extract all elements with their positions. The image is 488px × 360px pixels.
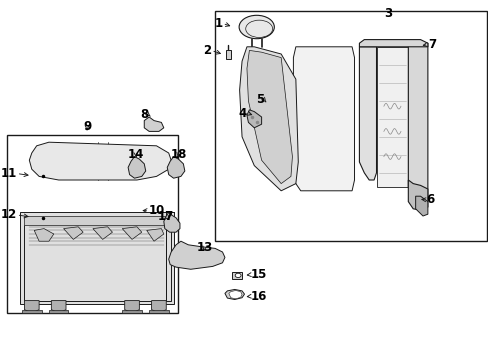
Text: 5: 5 [255, 93, 264, 106]
Polygon shape [144, 117, 163, 131]
Text: 14: 14 [127, 148, 144, 161]
Text: 16: 16 [250, 290, 266, 303]
Polygon shape [122, 227, 142, 239]
Polygon shape [163, 212, 180, 232]
Polygon shape [63, 227, 83, 239]
Polygon shape [407, 180, 427, 211]
Polygon shape [24, 301, 39, 313]
Polygon shape [224, 289, 244, 300]
Bar [7, 135, 178, 313]
Text: 6: 6 [426, 193, 434, 206]
Polygon shape [359, 40, 427, 47]
Polygon shape [93, 227, 112, 239]
Text: 15: 15 [250, 268, 266, 281]
Polygon shape [49, 310, 68, 313]
Polygon shape [122, 310, 142, 313]
Text: 8: 8 [140, 108, 148, 121]
Polygon shape [22, 310, 41, 313]
Polygon shape [29, 142, 171, 180]
Polygon shape [359, 47, 376, 180]
Text: 17: 17 [158, 210, 174, 222]
Polygon shape [246, 110, 261, 128]
Polygon shape [124, 301, 139, 313]
Polygon shape [149, 310, 168, 313]
Text: 10: 10 [149, 204, 165, 217]
Polygon shape [225, 50, 230, 59]
Polygon shape [24, 216, 166, 225]
Polygon shape [415, 196, 427, 216]
Polygon shape [376, 47, 407, 187]
Polygon shape [51, 301, 66, 313]
Polygon shape [407, 43, 427, 202]
Circle shape [235, 273, 241, 278]
Text: 2: 2 [203, 44, 211, 57]
Polygon shape [34, 229, 54, 241]
Polygon shape [151, 301, 166, 313]
Polygon shape [228, 291, 242, 299]
Polygon shape [246, 50, 292, 184]
Polygon shape [168, 241, 224, 269]
Polygon shape [20, 212, 173, 304]
Polygon shape [128, 157, 145, 178]
Text: 1: 1 [214, 17, 222, 30]
Polygon shape [146, 229, 163, 241]
Text: 18: 18 [170, 148, 186, 161]
Text: 7: 7 [427, 38, 436, 51]
Polygon shape [231, 272, 242, 279]
Polygon shape [293, 47, 354, 191]
Text: 3: 3 [383, 7, 391, 20]
Ellipse shape [239, 15, 274, 39]
Text: 9: 9 [83, 120, 91, 133]
Text: 4: 4 [238, 107, 246, 120]
Text: 13: 13 [196, 241, 212, 254]
Text: 11: 11 [0, 167, 17, 180]
Text: 12: 12 [0, 208, 17, 221]
Polygon shape [167, 157, 184, 178]
Polygon shape [239, 47, 298, 191]
Bar [215, 11, 486, 241]
